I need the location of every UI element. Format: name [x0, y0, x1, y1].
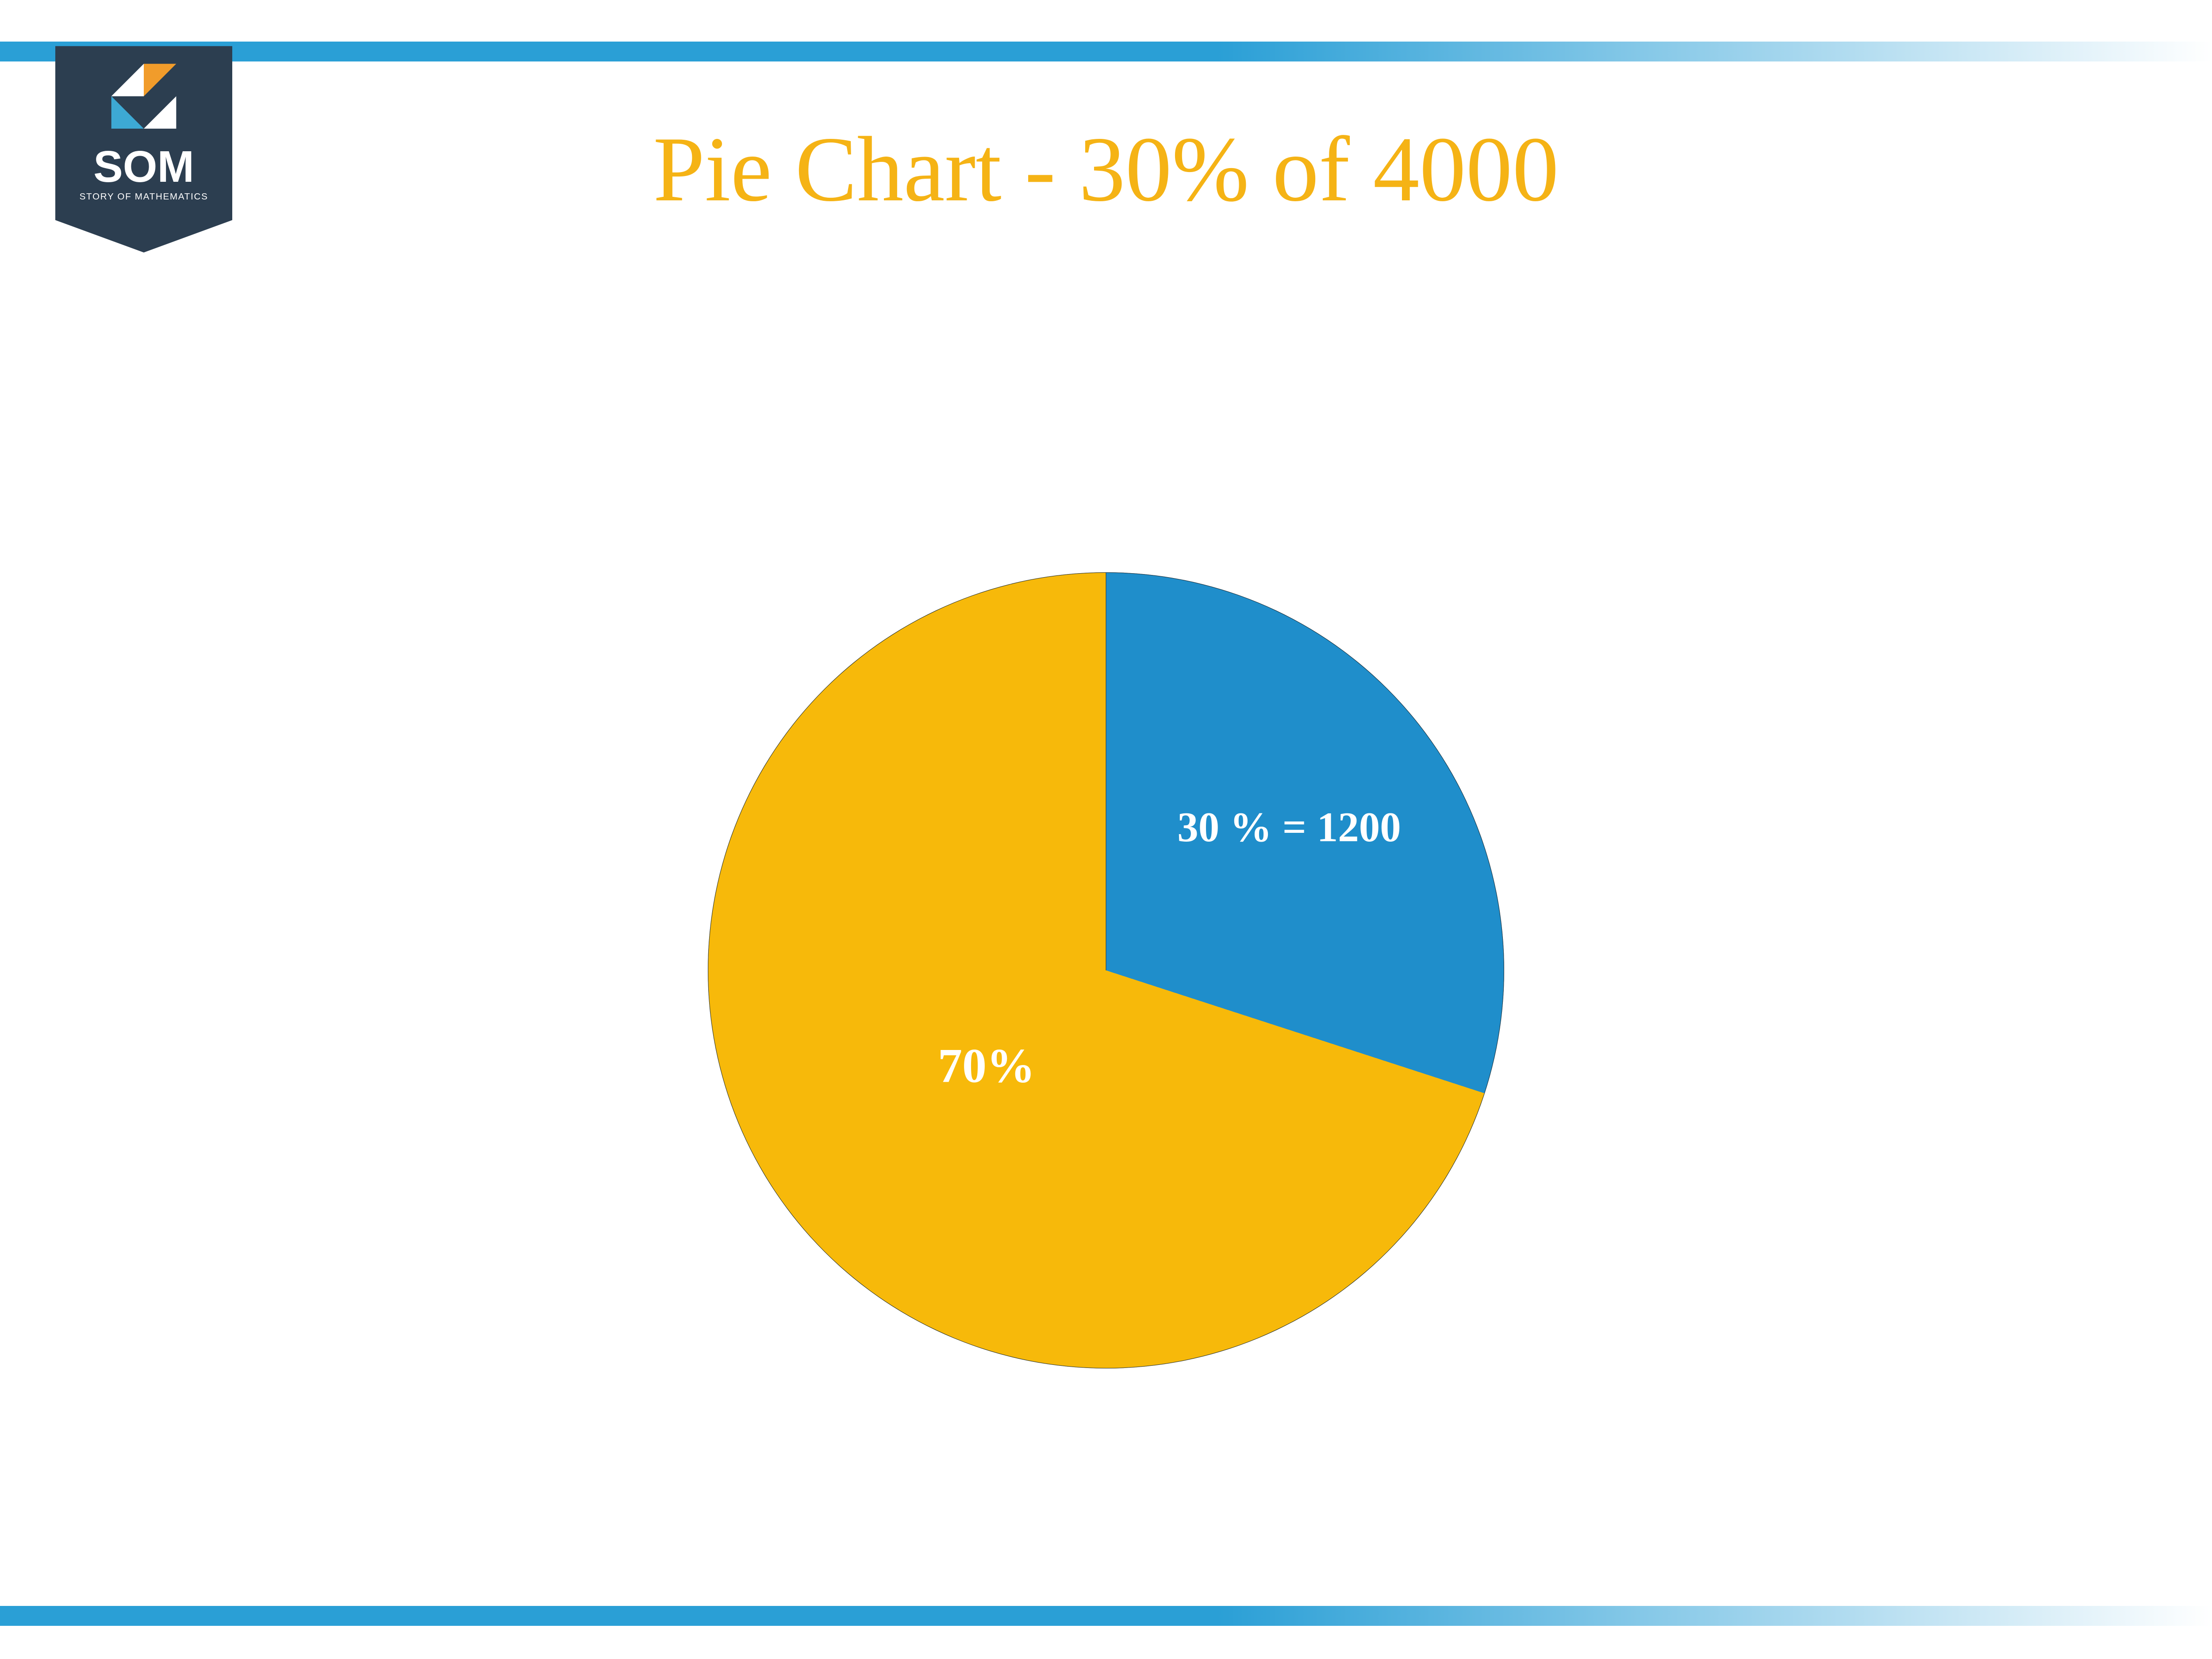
pie-slice-label-0: 30 % = 1200: [1177, 803, 1401, 851]
chart-area: 30 % = 1200 70%: [0, 382, 2212, 1559]
pie-chart: 30 % = 1200 70%: [708, 572, 1504, 1368]
page: SOM STORY OF MATHEMATICS Pie Chart - 30%…: [0, 0, 2212, 1659]
top-accent-bar: [0, 42, 2212, 61]
bottom-accent-bar: [0, 1606, 2212, 1626]
pie-slice-label-1: 70%: [938, 1038, 1035, 1094]
chart-title: Pie Chart - 30% of 4000: [0, 116, 2212, 223]
